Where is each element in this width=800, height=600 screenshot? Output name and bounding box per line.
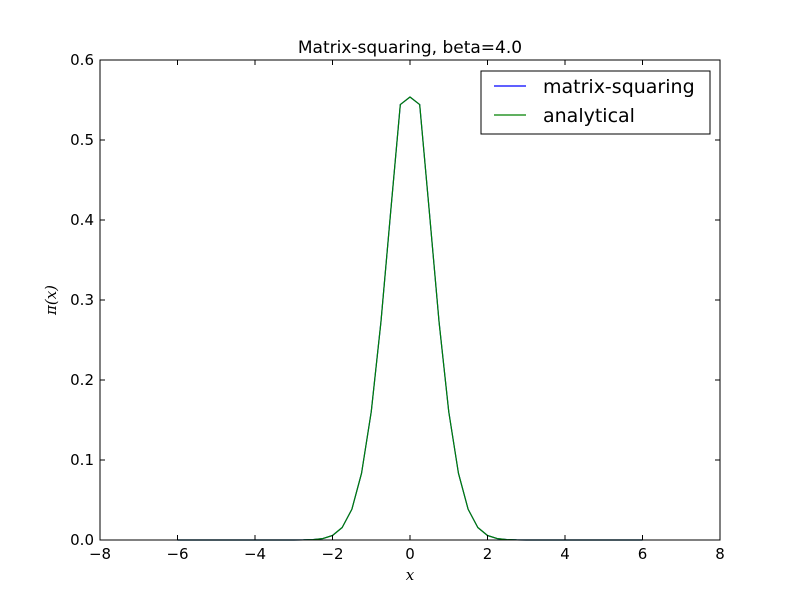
y-tick-label: 0.4 [70, 211, 94, 229]
x-tick-label: −4 [244, 545, 266, 563]
x-tick-label: 0 [405, 545, 415, 563]
x-tick-label: 2 [483, 545, 493, 563]
y-tick-label: 0.6 [70, 51, 94, 69]
plot-area [100, 60, 720, 540]
ticks-group: −8 −6 −4 −2 0 2 4 6 8 0.0 0.1 0.2 0.3 0.4 0.5 0.6 [70, 51, 725, 563]
legend-label-analytical: analytical [543, 105, 635, 127]
y-tick-label: 0.5 [70, 131, 94, 149]
legend-label-matrix-squaring: matrix-squaring [543, 76, 695, 98]
chart-title: Matrix-squaring, beta=4.0 [298, 38, 522, 58]
x-tick-label: 6 [638, 545, 648, 563]
x-tick-label: 4 [560, 545, 570, 563]
x-tick-label: −6 [166, 545, 188, 563]
y-tick-label: 0.3 [70, 291, 94, 309]
legend: matrix-squaring analytical [480, 70, 711, 135]
y-tick-label: 0.0 [70, 531, 94, 549]
plot-frame [99, 59, 721, 541]
x-tick-label: −2 [321, 545, 343, 563]
x-tick-label: 8 [715, 545, 725, 563]
y-axis-label: π(x) [42, 285, 60, 316]
y-tick-label: 0.2 [70, 371, 94, 389]
x-tick-label: −8 [89, 545, 111, 563]
x-axis-label: x [406, 566, 415, 584]
legend-box [480, 70, 711, 135]
y-tick-label: 0.1 [70, 451, 94, 469]
